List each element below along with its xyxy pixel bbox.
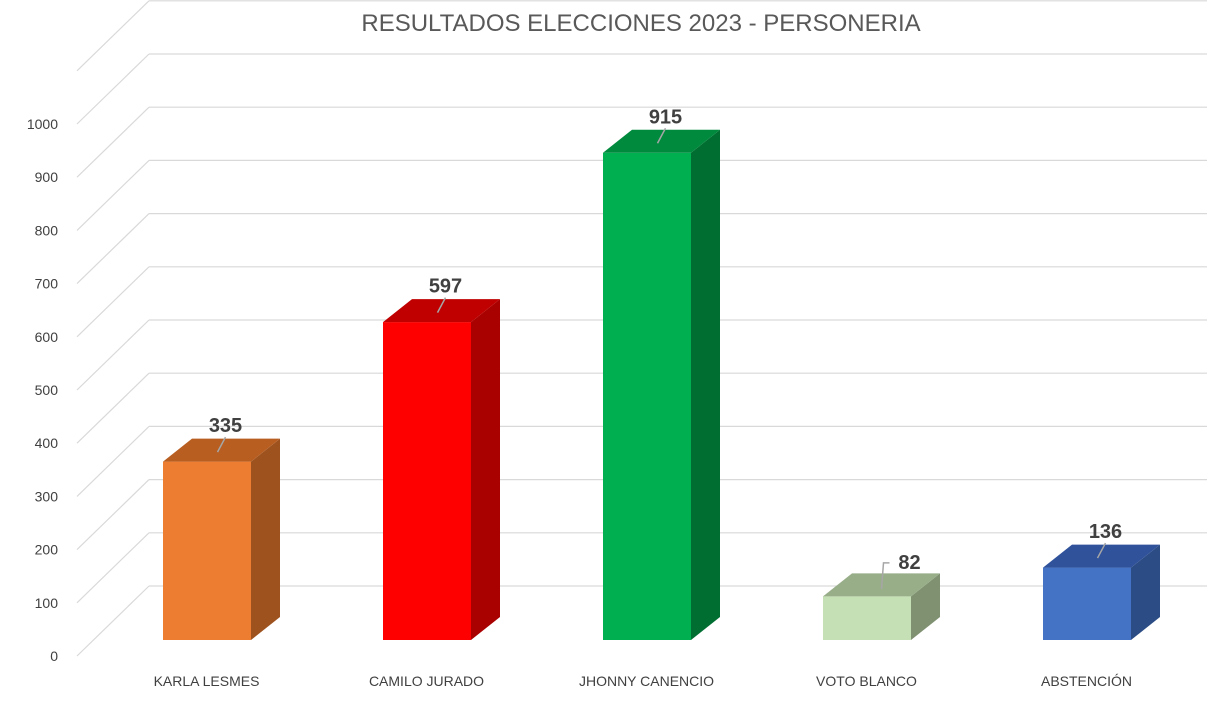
y-tick-label: 300 (35, 488, 59, 504)
bar-top (603, 129, 720, 153)
y-tick-label: 900 (35, 169, 59, 185)
data-labels: 335 597 915 82 136 (209, 106, 1122, 589)
bar-top (163, 438, 280, 462)
data-label: 915 (649, 106, 682, 128)
bar (163, 438, 280, 640)
category-label: KARLA LESMES (154, 673, 260, 689)
leader-line (656, 127, 667, 144)
data-label-group: 82 (880, 552, 921, 589)
gridline-side (76, 585, 150, 657)
data-label-group: 915 (649, 106, 682, 144)
bar-top (383, 299, 500, 323)
y-tick-label: 500 (35, 382, 59, 398)
bar-front (1043, 567, 1131, 640)
bar-front (383, 322, 471, 640)
data-label: 597 (429, 276, 462, 298)
data-label-group: 335 (209, 415, 242, 453)
y-axis-ticks: 0 100 200 300 400 500 600 700 800 900 1000 (27, 116, 58, 664)
bar-front (823, 596, 911, 640)
category-label: JHONNY CANENCIO (579, 673, 714, 689)
y-tick-label: 800 (35, 222, 59, 238)
bar-side (911, 573, 940, 640)
chart-title: RESULTADOS ELECCIONES 2023 - PERSONERIA (361, 10, 920, 37)
gridline-side (76, 425, 150, 497)
data-label-group: 597 (429, 276, 462, 313)
bar-front (163, 461, 251, 640)
bars (163, 129, 1160, 640)
gridline-side (76, 266, 150, 338)
y-tick-label: 1000 (27, 116, 58, 132)
gridline-side (76, 532, 150, 604)
y-tick-label: 400 (35, 435, 59, 451)
y-tick-label: 200 (35, 542, 59, 558)
category-label: CAMILO JURADO (369, 673, 484, 689)
gridline-side (76, 159, 150, 231)
bar (603, 129, 720, 640)
gridline-side (76, 0, 150, 72)
y-tick-label: 600 (35, 329, 59, 345)
gridline-side (76, 319, 150, 391)
y-tick-label: 700 (35, 276, 59, 292)
leader-line (216, 436, 227, 453)
bar-side (691, 129, 720, 640)
leader-line (880, 562, 890, 589)
gridline-side (76, 53, 150, 125)
data-label: 335 (209, 415, 242, 437)
gridline-side (76, 106, 150, 178)
gridline-side (76, 372, 150, 444)
data-label: 82 (898, 552, 920, 574)
category-label: VOTO BLANCO (816, 673, 917, 689)
bar-front (603, 152, 691, 640)
data-label-group: 136 (1089, 521, 1122, 559)
bar-side (251, 438, 280, 640)
leader-line (436, 297, 447, 313)
bar-side (1131, 544, 1160, 640)
gridline-side (76, 213, 150, 285)
leader-line (1096, 542, 1107, 559)
category-label: ABSTENCIÓN (1041, 673, 1132, 689)
bar (383, 299, 500, 640)
bar (1043, 544, 1160, 640)
data-label: 136 (1089, 521, 1122, 543)
y-tick-label: 100 (35, 595, 59, 611)
y-tick-label: 0 (50, 648, 58, 664)
bar-top (1043, 544, 1160, 568)
x-axis-categories: KARLA LESMES CAMILO JURADO JHONNY CANENCIO… (154, 673, 1132, 689)
gridline-side (76, 479, 150, 551)
bar-side (471, 299, 500, 640)
